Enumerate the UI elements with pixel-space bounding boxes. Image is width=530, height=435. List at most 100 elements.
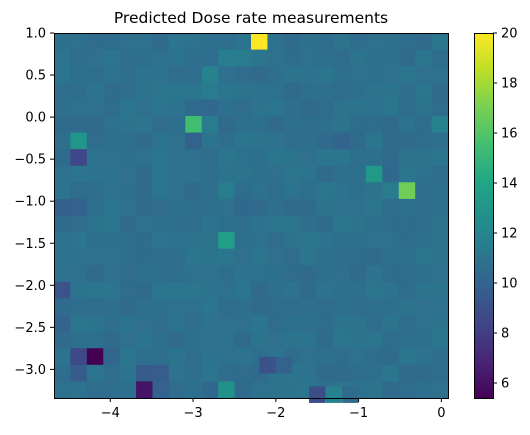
heatmap-cell [300,281,318,300]
heatmap-cell [398,99,416,117]
heatmap-cell [103,165,121,183]
heatmap-cell [267,165,285,183]
heatmap-cell [70,248,88,266]
heatmap-cell [103,132,121,150]
heatmap-cell [234,215,252,233]
heatmap-cell [349,248,367,266]
colorbar-tick-label: 20 [501,27,518,42]
heatmap-cell [152,232,170,250]
heatmap-cell [70,215,88,233]
heatmap-cell [349,165,367,183]
heatmap-cell [431,66,449,84]
heatmap-cell [300,232,318,250]
heatmap-cell [70,149,88,167]
heatmap-cell [119,33,137,51]
heatmap-cell [382,381,400,399]
heatmap-cell [86,232,104,250]
heatmap-cell [398,265,416,283]
heatmap-cell [300,265,318,283]
heatmap-cell [431,248,449,266]
heatmap-cell [365,215,383,233]
heatmap-cell [201,265,219,283]
heatmap-cell [267,132,285,150]
heatmap-cell [251,149,269,167]
heatmap-cell [415,149,433,167]
heatmap-cell [185,66,203,84]
heatmap-cell [267,331,285,349]
heatmap-cell [103,198,121,217]
heatmap-cell [152,281,170,300]
heatmap-cell [168,381,186,399]
heatmap-cell [168,281,186,300]
heatmap-cell [333,364,351,383]
heatmap-cell [316,99,334,117]
heatmap-cell [267,298,285,316]
heatmap-cell [168,331,186,349]
heatmap-cell [415,66,433,84]
heatmap-cell [398,315,416,333]
heatmap-cell [234,149,252,167]
heatmap-cell [365,182,383,200]
heatmap-cell [54,215,72,233]
heatmap-cell [86,381,104,399]
heatmap-cell [267,115,285,134]
heatmap-cell [201,182,219,200]
heatmap-cell [267,149,285,167]
heatmap-cell [152,364,170,383]
heatmap-cell [54,198,72,217]
y-tick-label: 0.0 [25,111,46,126]
heatmap-cell [86,66,104,84]
colorbar-tick-label: 8 [501,327,509,342]
heatmap-cell [168,198,186,217]
heatmap-cell [201,215,219,233]
heatmap-cell [234,198,252,217]
heatmap-cell [136,248,154,266]
x-tick-label: −2 [266,406,285,421]
heatmap-cell [119,198,137,217]
heatmap-cell [365,99,383,117]
heatmap-cell [349,265,367,283]
heatmap-cell [382,215,400,233]
y-tick-label: 1.0 [25,27,46,42]
colorbar [474,33,493,399]
heatmap-cell [152,182,170,200]
heatmap-cell [234,99,252,117]
heatmap-cell [300,66,318,84]
heatmap-cell [185,381,203,399]
heatmap-cell [415,198,433,217]
heatmap-cell [300,215,318,233]
heatmap-cell [316,315,334,333]
heatmap-cell [103,49,121,67]
heatmap-cell [234,82,252,100]
chart-title: Predicted Dose rate measurements [114,9,388,27]
heatmap-cell [415,315,433,333]
heatmap-cell [333,331,351,349]
heatmap-cell [70,315,88,333]
colorbar-tick-label: 14 [501,177,518,192]
heatmap-cell [382,66,400,84]
heatmap-cell [54,364,72,383]
heatmap-cell [168,149,186,167]
heatmap-cell [201,198,219,217]
heatmap-cell [119,215,137,233]
heatmap-cell [152,331,170,349]
heatmap-cell [300,298,318,316]
heatmap-cell [119,132,137,150]
heatmap-cell [70,364,88,383]
x-tick-label: −1 [349,406,368,421]
heatmap-cell [349,315,367,333]
heatmap-cell [267,215,285,233]
heatmap-cell [415,331,433,349]
heatmap-cell [382,82,400,100]
heatmap-cell [398,66,416,84]
heatmap-cell [431,198,449,217]
heatmap-cells [54,33,449,403]
heatmap-cell [365,348,383,366]
heatmap-cell [152,82,170,100]
heatmap-cell [398,298,416,316]
heatmap-cell [283,165,301,183]
heatmap-cell [201,132,219,150]
heatmap-cell [234,381,252,399]
heatmap-cell [283,265,301,283]
heatmap-cell [152,215,170,233]
